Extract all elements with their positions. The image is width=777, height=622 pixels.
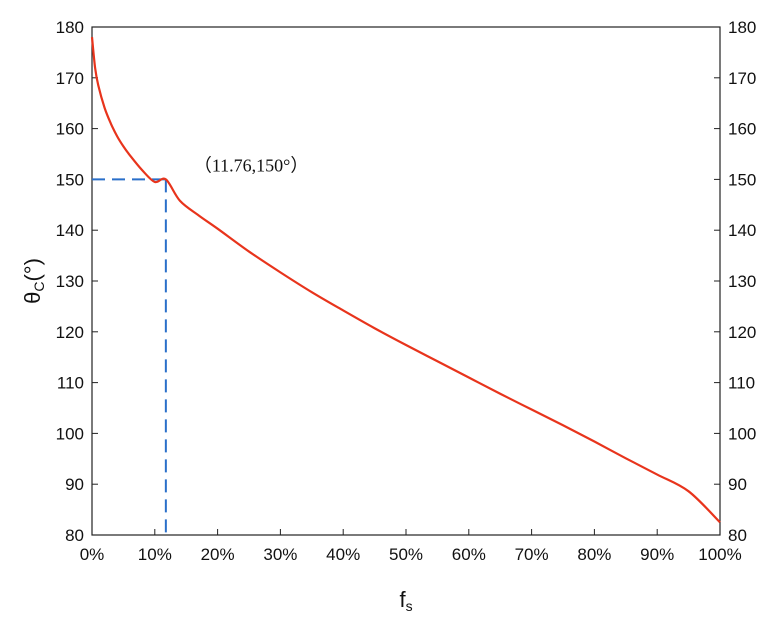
- y-tick-label-left: 100: [56, 424, 84, 443]
- x-tick-label: 10%: [138, 545, 172, 564]
- x-tick-label: 40%: [326, 545, 360, 564]
- y-tick-label-left: 160: [56, 120, 84, 139]
- y-axis-label: θC(°): [20, 258, 47, 304]
- annotation-label: （11.76,150°）: [194, 155, 309, 175]
- y-tick-label-right: 120: [728, 323, 756, 342]
- y-tick-label-right: 170: [728, 69, 756, 88]
- y-axis-label-unit: (°): [20, 258, 45, 281]
- x-tick-label: 60%: [452, 545, 486, 564]
- y-tick-label-right: 100: [728, 424, 756, 443]
- y-tick-label-right: 90: [728, 475, 747, 494]
- x-tick-label: 20%: [201, 545, 235, 564]
- y-tick-label-right: 130: [728, 272, 756, 291]
- y-tick-label-left: 180: [56, 18, 84, 37]
- y-tick-label-left: 130: [56, 272, 84, 291]
- y-tick-label-right: 110: [728, 374, 755, 393]
- x-axis-label-main: f: [399, 587, 406, 612]
- y-tick-label-left: 80: [65, 526, 84, 545]
- x-tick-label: 0%: [80, 545, 105, 564]
- x-tick-label: 80%: [577, 545, 611, 564]
- y-tick-label-right: 180: [728, 18, 756, 37]
- y-tick-label-right: 150: [728, 170, 756, 189]
- y-axis-label-sub: C: [31, 282, 47, 292]
- x-tick-label: 100%: [698, 545, 741, 564]
- annotation-guides: [92, 178, 167, 535]
- x-tick-label: 90%: [640, 545, 674, 564]
- x-axis-label: fs: [399, 587, 412, 614]
- y-tick-label-right: 140: [728, 221, 756, 240]
- y-tick-label-right: 80: [728, 526, 747, 545]
- y-tick-label-left: 170: [56, 69, 84, 88]
- y-tick-label-left: 110: [57, 374, 84, 393]
- x-tick-label: 30%: [263, 545, 297, 564]
- y-tick-label-left: 140: [56, 221, 84, 240]
- series-layer: [90, 37, 721, 524]
- x-axis-label-sub: s: [406, 598, 413, 614]
- x-tick-label: 70%: [515, 545, 549, 564]
- y-tick-label-left: 120: [56, 323, 84, 342]
- x-tick-label: 50%: [389, 545, 423, 564]
- y-tick-label-left: 90: [65, 475, 84, 494]
- series-line: [90, 37, 721, 524]
- y-tick-label-right: 160: [728, 120, 756, 139]
- plot-area-frame: [91, 26, 721, 536]
- y-axis-label-main: θ: [20, 292, 45, 304]
- y-tick-label-left: 150: [56, 170, 84, 189]
